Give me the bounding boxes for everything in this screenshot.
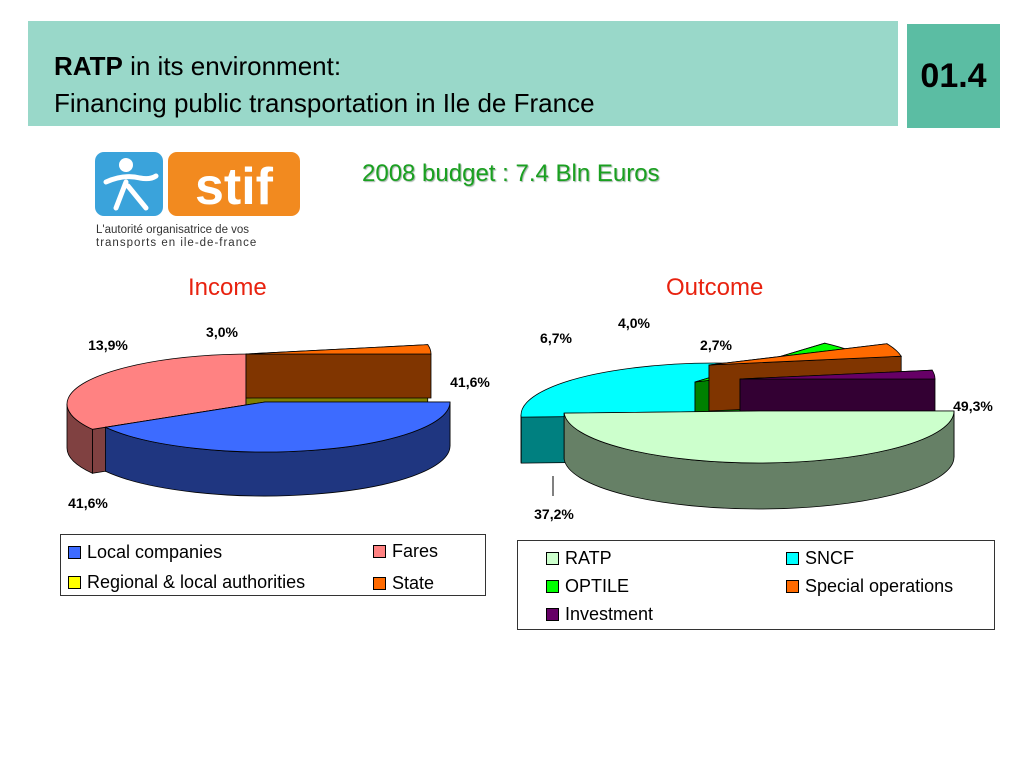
logo-wordmark: stif [195, 158, 274, 216]
legend-swatch [786, 580, 799, 593]
header-bar: RATP in its environment: Financing publi… [28, 21, 898, 126]
legend-swatch [546, 552, 559, 565]
data-label-sncf: 37,2% [534, 506, 574, 522]
slice-local-companies [104, 401, 451, 453]
legend-item-sncf: SNCF [786, 548, 854, 569]
slide-number-badge: 01.4 [907, 24, 1000, 128]
income-chart-title: Income [188, 274, 267, 301]
data-label-local-companies: 41,6% [450, 374, 490, 390]
legend-swatch [373, 545, 386, 558]
data-label-fares: 41,6% [68, 495, 108, 511]
legend-swatch [68, 576, 81, 589]
legend-item-investment: Investment [546, 604, 653, 625]
legend-swatch [546, 580, 559, 593]
legend-item-optile: OPTILE [546, 576, 629, 597]
data-label-special-operations: 4,0% [618, 315, 650, 331]
page-subtitle: Financing public transportation in Ile d… [54, 88, 595, 118]
income-legend: Local companies Fares Regional & local a… [60, 534, 486, 596]
slice-special-operations [708, 343, 902, 366]
income-pie [66, 344, 451, 497]
legend-swatch [373, 577, 386, 590]
legend-swatch [546, 608, 559, 621]
legend-item-ratp: RATP [546, 548, 612, 569]
data-label-investment: 2,7% [700, 337, 732, 353]
legend-item-fares: Fares [373, 541, 438, 562]
data-label-state: 3,0% [206, 324, 238, 340]
logo-tagline-1: L'autorité organisatrice de vos [96, 224, 249, 236]
outcome-pie [520, 342, 955, 510]
stif-logo: stif L'autorité organisatrice de vos tra… [95, 152, 300, 248]
page-title: RATP in its environment: [54, 51, 342, 81]
legend-item-regional-local-authorities: Regional & local authorities [68, 572, 305, 593]
slice-state [245, 344, 432, 355]
legend-item-local-companies: Local companies [68, 542, 222, 563]
slice-ratp [563, 410, 955, 464]
slice-investment [739, 369, 936, 380]
legend-item-state: State [373, 573, 434, 594]
legend-swatch [786, 552, 799, 565]
logo-tagline-2: transports en ile-de-france [96, 237, 257, 248]
data-label-regional-local-authorities: 13,9% [88, 337, 128, 353]
legend-item-special-operations: Special operations [786, 576, 953, 597]
outcome-legend: RATP SNCF OPTILE Special operations Inve… [517, 540, 995, 630]
outcome-chart-title: Outcome [666, 274, 764, 301]
data-label-optile: 6,7% [540, 330, 572, 346]
data-label-ratp: 49,3% [953, 398, 993, 414]
legend-swatch [68, 546, 81, 559]
budget-heading: 2008 budget : 7.4 Bln Euros [362, 160, 660, 187]
slice-wall-state-1 [245, 353, 432, 399]
